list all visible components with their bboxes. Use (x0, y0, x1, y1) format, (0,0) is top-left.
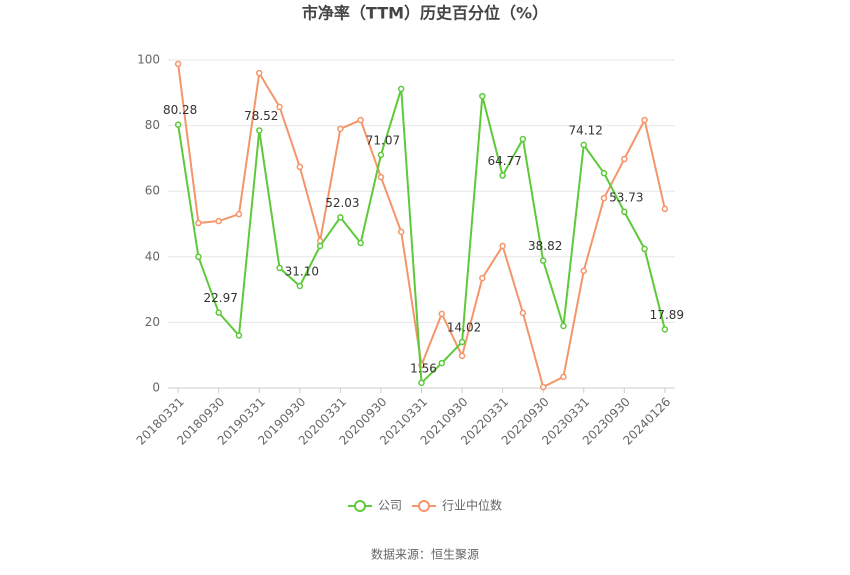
point (641, 116, 648, 124)
legend-label: 公司 (378, 499, 402, 513)
y-tick-label: 80 (145, 118, 160, 132)
point (519, 309, 527, 317)
point (195, 253, 202, 261)
point (418, 379, 425, 387)
point (256, 127, 263, 134)
point (600, 194, 608, 202)
point (316, 242, 324, 250)
point (600, 169, 608, 177)
point (479, 274, 486, 282)
point (235, 332, 243, 339)
legend-label: 行业中位数 (442, 498, 502, 513)
point (195, 219, 202, 227)
point (276, 264, 283, 272)
source-note: 数据来源：恒生聚源 (371, 547, 479, 562)
point (580, 267, 587, 275)
point (661, 205, 669, 213)
point (661, 326, 669, 333)
point (235, 210, 243, 218)
point (377, 151, 385, 159)
point (539, 257, 547, 264)
value-label: 14.02 (447, 321, 481, 335)
point (256, 69, 263, 77)
point (337, 125, 344, 133)
point (621, 155, 628, 163)
point (377, 173, 385, 181)
value-label: 31.10 (285, 264, 319, 278)
point (580, 141, 587, 149)
value-label: 52.03 (325, 196, 359, 210)
point (397, 228, 405, 236)
value-label: 38.82 (528, 239, 562, 253)
point (337, 214, 344, 221)
point (539, 383, 547, 391)
point (560, 373, 567, 381)
point (357, 239, 364, 247)
point (641, 245, 648, 253)
point (438, 310, 446, 318)
point (174, 60, 182, 68)
value-label: 64.77 (487, 154, 521, 168)
point (560, 322, 567, 330)
point (397, 85, 405, 93)
y-tick-label: 100 (137, 53, 160, 67)
value-label: 22.97 (204, 291, 238, 305)
y-tick-label: 0 (152, 381, 160, 395)
point (215, 217, 222, 225)
value-label: 17.89 (650, 308, 684, 322)
point (357, 116, 364, 124)
y-tick-label: 20 (145, 315, 160, 329)
value-label: 53.73 (609, 190, 643, 204)
point (174, 121, 182, 128)
legend-marker (418, 500, 430, 512)
point (519, 135, 527, 143)
y-tick-label: 60 (145, 184, 160, 198)
point (458, 352, 466, 360)
point (621, 208, 628, 216)
point (276, 103, 283, 111)
value-label: 74.12 (569, 123, 603, 137)
value-label: 71.07 (366, 133, 400, 147)
point (499, 172, 506, 179)
point (296, 282, 304, 290)
point (296, 163, 304, 171)
chart-title: 市净率（TTM）历史百分位（%） (302, 4, 548, 23)
point (499, 242, 506, 250)
point (458, 338, 466, 346)
legend-marker (354, 500, 366, 512)
value-label: 80.28 (163, 103, 197, 117)
point (215, 309, 222, 316)
point (479, 92, 486, 100)
point (438, 359, 446, 367)
value-label: 78.52 (244, 109, 278, 123)
y-tick-label: 40 (145, 249, 160, 263)
value-label: 1.56 (410, 361, 437, 375)
